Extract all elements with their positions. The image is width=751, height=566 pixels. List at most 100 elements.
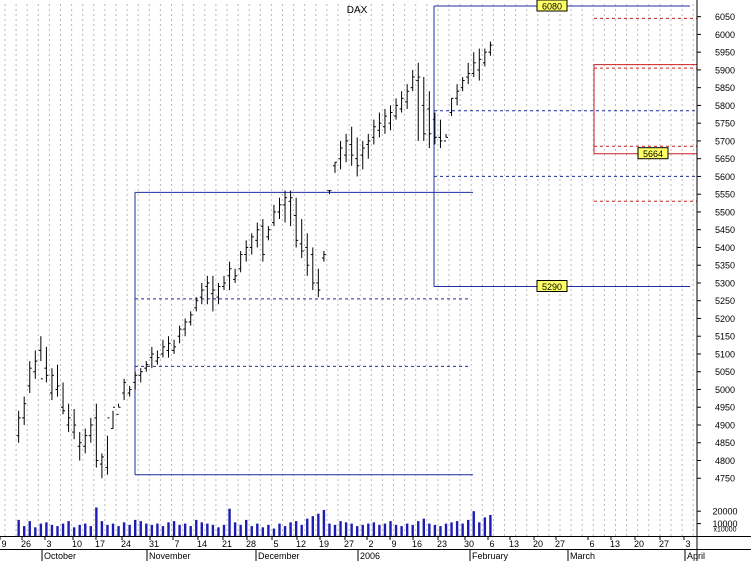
price-bar [377, 112, 382, 138]
y-tick-label: 5050 [715, 367, 735, 377]
price-bar [416, 62, 421, 141]
volume-bar [294, 521, 298, 536]
volume-bar [172, 521, 176, 536]
price-bar [432, 112, 437, 145]
x-day-label: 13 [610, 539, 620, 549]
volume-bar [145, 523, 148, 536]
price-bar [299, 219, 304, 259]
x-day-label: 20 [634, 539, 644, 549]
volume-bar [472, 511, 475, 536]
x-day-label: 30 [464, 539, 474, 549]
price-bar [449, 97, 454, 117]
y-tick-label: 5550 [715, 190, 735, 200]
x-day-label: 20 [533, 539, 543, 549]
volume-bar [372, 522, 376, 536]
y-tick-label: 5600 [715, 172, 735, 182]
volume-bar [433, 524, 437, 536]
price-bar [344, 133, 349, 163]
volume-bar [239, 524, 242, 536]
price-label: 6080 [542, 2, 562, 12]
volume-bar [222, 524, 226, 536]
volume-bar [217, 527, 220, 536]
volume-bar [417, 521, 420, 536]
y-tick-label: 5450 [715, 225, 735, 235]
volume-bar [84, 523, 87, 536]
price-bar [77, 432, 82, 461]
price-bar [99, 453, 104, 479]
price-bar [222, 275, 226, 291]
y-tick-label: 5150 [715, 332, 735, 342]
volume-bar [178, 524, 181, 536]
price-bar [155, 350, 160, 365]
price-bar [199, 282, 204, 305]
volume-bar [311, 516, 314, 536]
volume-bar [267, 524, 270, 536]
y-tick-label: 5750 [715, 119, 735, 129]
y-tick-label: 4950 [715, 403, 735, 413]
y-tick-label: 5200 [715, 314, 735, 324]
price-bar [460, 77, 465, 92]
price-bar [471, 52, 476, 78]
volume-bar [100, 521, 104, 536]
x-day-label: 26 [21, 539, 31, 549]
volume-bar [450, 522, 453, 536]
volume-bar [150, 524, 154, 536]
x-day-label: 28 [246, 539, 256, 549]
price-bar [27, 361, 32, 394]
volume-bar [300, 524, 303, 536]
price-label: 5664 [643, 149, 663, 159]
price-bar [183, 318, 188, 337]
volume-bar [61, 523, 65, 536]
price-bar [66, 403, 71, 433]
price-bar [44, 346, 49, 383]
price-bar [94, 403, 99, 468]
price-bar [16, 410, 21, 443]
x-day-label: 21 [222, 539, 232, 549]
price-bar [255, 222, 260, 248]
y-tick-label: 5000 [715, 385, 735, 395]
y-tick-label: 5850 [715, 83, 735, 93]
volume-bar [405, 523, 409, 536]
x-day-label: 31 [149, 539, 159, 549]
price-bar [355, 137, 360, 177]
price-bar [266, 226, 271, 241]
volume-bar [361, 524, 364, 536]
volume-bar [183, 523, 187, 536]
x-day-label: 6 [589, 539, 594, 549]
volume-bar [483, 517, 487, 536]
price-bar [72, 409, 77, 440]
y-tick-label: 4750 [715, 474, 735, 484]
price-bar [233, 268, 238, 283]
price-bar [305, 233, 310, 276]
x-day-label: 27 [659, 539, 669, 549]
volume-bar [117, 526, 120, 536]
price-bar [288, 190, 293, 227]
price-bar [283, 190, 288, 223]
y-tick-label: 5400 [715, 243, 735, 253]
price-bar [482, 48, 487, 67]
volume-bar [339, 521, 342, 536]
volume-bar [128, 524, 131, 536]
price-bar [55, 364, 60, 397]
price-bar [61, 382, 66, 415]
volume-bar [156, 523, 159, 536]
volume-bar [23, 526, 26, 536]
price-label: 5290 [542, 282, 562, 292]
volume-bar [78, 524, 81, 536]
volume-bar [139, 521, 142, 536]
volume-bar [34, 527, 37, 536]
volume-bar [233, 522, 237, 536]
volume-bar [111, 523, 115, 536]
price-bar [138, 368, 143, 383]
y-tick-label: 5300 [715, 278, 735, 288]
volume-bar [356, 526, 359, 536]
x-month-label: February [472, 551, 509, 561]
x-month-label: December [258, 551, 300, 561]
volume-bar [333, 524, 337, 536]
volume-bar [489, 514, 492, 536]
x-day-label: 12 [296, 539, 306, 549]
price-bar [338, 140, 343, 170]
volume-bar [283, 526, 287, 536]
volume-bar [272, 528, 276, 536]
y-tick-label: 5250 [715, 296, 735, 306]
